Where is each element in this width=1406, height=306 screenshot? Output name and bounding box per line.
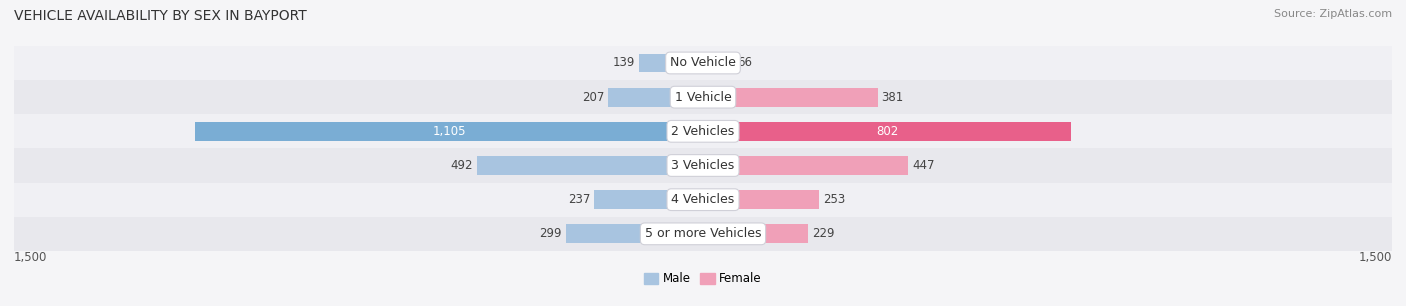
- Bar: [703, 88, 877, 106]
- Text: 1,500: 1,500: [1358, 251, 1392, 264]
- Bar: [14, 217, 1392, 251]
- Text: 2 Vehicles: 2 Vehicles: [672, 125, 734, 138]
- Text: 3 Vehicles: 3 Vehicles: [672, 159, 734, 172]
- Text: VEHICLE AVAILABILITY BY SEX IN BAYPORT: VEHICLE AVAILABILITY BY SEX IN BAYPORT: [14, 9, 307, 23]
- Text: 1,500: 1,500: [14, 251, 48, 264]
- Bar: [195, 122, 703, 141]
- Text: 492: 492: [451, 159, 474, 172]
- Bar: [477, 156, 703, 175]
- Text: 237: 237: [568, 193, 591, 206]
- Text: 1,105: 1,105: [433, 125, 465, 138]
- Bar: [703, 190, 820, 209]
- Text: 66: 66: [737, 57, 752, 69]
- Text: 253: 253: [823, 193, 845, 206]
- Bar: [640, 54, 703, 73]
- Text: 139: 139: [613, 57, 636, 69]
- Bar: [607, 88, 703, 106]
- Bar: [14, 114, 1392, 148]
- Text: 299: 299: [540, 227, 562, 240]
- Text: 802: 802: [876, 125, 898, 138]
- Bar: [14, 148, 1392, 183]
- Bar: [703, 122, 1071, 141]
- Bar: [14, 80, 1392, 114]
- Text: 4 Vehicles: 4 Vehicles: [672, 193, 734, 206]
- Bar: [703, 54, 734, 73]
- Bar: [703, 156, 908, 175]
- Legend: Male, Female: Male, Female: [640, 268, 766, 290]
- Bar: [595, 190, 703, 209]
- Bar: [703, 224, 808, 243]
- Bar: [565, 224, 703, 243]
- Text: 229: 229: [811, 227, 834, 240]
- Text: 381: 381: [882, 91, 904, 104]
- Text: No Vehicle: No Vehicle: [671, 57, 735, 69]
- Text: 447: 447: [912, 159, 935, 172]
- Text: 207: 207: [582, 91, 605, 104]
- Text: 1 Vehicle: 1 Vehicle: [675, 91, 731, 104]
- Text: 5 or more Vehicles: 5 or more Vehicles: [645, 227, 761, 240]
- Bar: [14, 183, 1392, 217]
- Text: Source: ZipAtlas.com: Source: ZipAtlas.com: [1274, 9, 1392, 19]
- Bar: [14, 46, 1392, 80]
